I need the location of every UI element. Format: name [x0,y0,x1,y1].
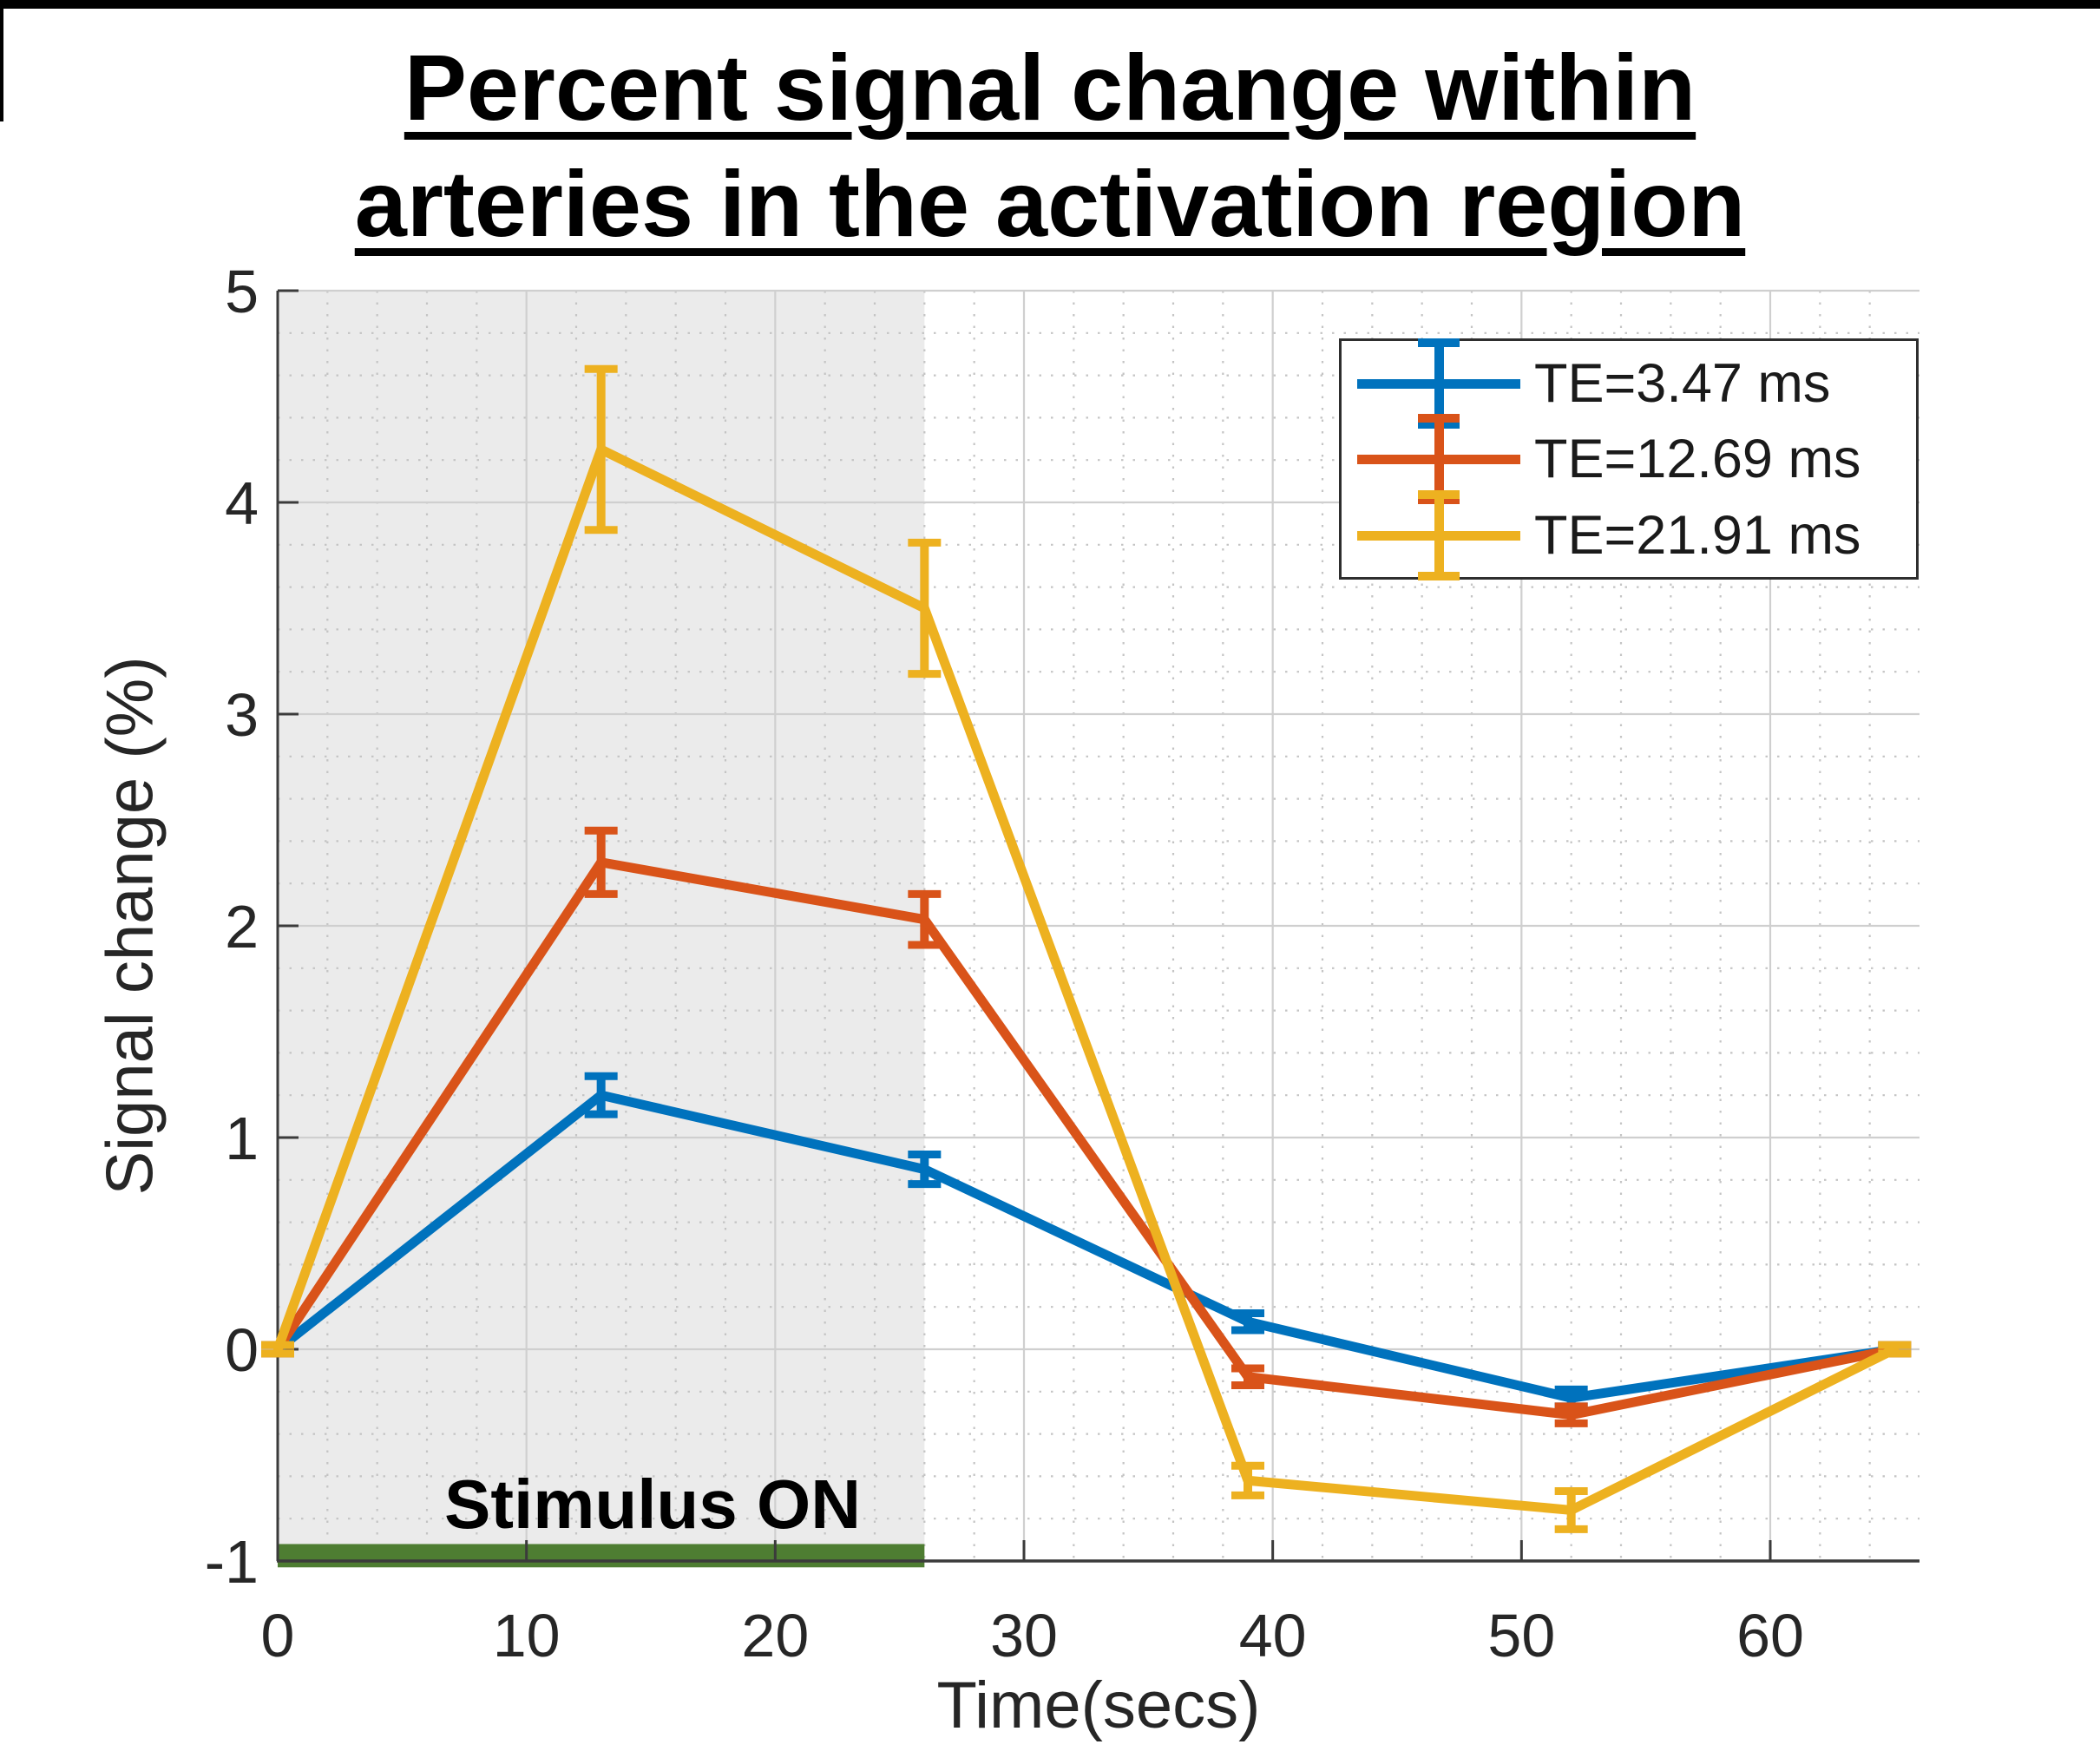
x-tick-label: 40 [1239,1602,1307,1669]
x-tick-label: 0 [261,1602,295,1669]
chart-title: Percent signal change within arteries in… [0,30,2100,262]
y-tick-label: -1 [205,1528,259,1596]
legend-label: TE=12.69 ms [1534,429,1861,489]
x-tick-label: 60 [1736,1602,1804,1669]
errorbar-glyph-yellow [1357,489,1520,580]
stimulus-on-bar [278,1544,925,1568]
y-tick-labels: -1 0 1 2 3 4 5 [205,258,259,1596]
x-tick-labels: 0 10 20 30 40 50 60 [261,1602,1804,1669]
x-axis-label: Time(secs) [936,1669,1261,1742]
x-tick-label: 20 [741,1602,809,1669]
legend-item-te-21-91: TE=21.91 ms [1342,489,1916,580]
x-tick-label: 50 [1487,1602,1555,1669]
y-tick-label: 2 [225,893,259,961]
series-line [273,856,1896,1420]
series-line [274,1090,1896,1403]
chart-title-line-2: arteries in the activation region [354,150,1746,256]
y-tick-label: 5 [225,258,259,325]
x-tick-label: 30 [990,1602,1058,1669]
legend-item-te-3-47: TE=3.47 ms [1342,338,1916,429]
window-top-border [0,0,2100,9]
chart-title-line-1: Percent signal change within [404,35,1696,140]
legend-item-te-12-69: TE=12.69 ms [1342,414,1916,504]
y-tick-label: 1 [225,1105,259,1172]
y-axis-label: Signal change (%) [93,656,167,1196]
y-tick-label: 3 [225,681,259,749]
window-left-border [0,0,3,121]
y-tick-label: 4 [225,469,259,537]
series-line [272,443,1897,1516]
legend-label: TE=21.91 ms [1534,504,1861,566]
series-te-21-91-ms [261,364,1912,1533]
x-tick-label: 10 [493,1602,561,1669]
legend-label: TE=3.47 ms [1534,352,1831,414]
legend: TE=3.47 ms TE=12.69 ms TE=21.91 ms [1339,338,1919,580]
stimulus-on-label: Stimulus ON [443,1466,862,1543]
y-tick-label: 0 [225,1316,259,1384]
